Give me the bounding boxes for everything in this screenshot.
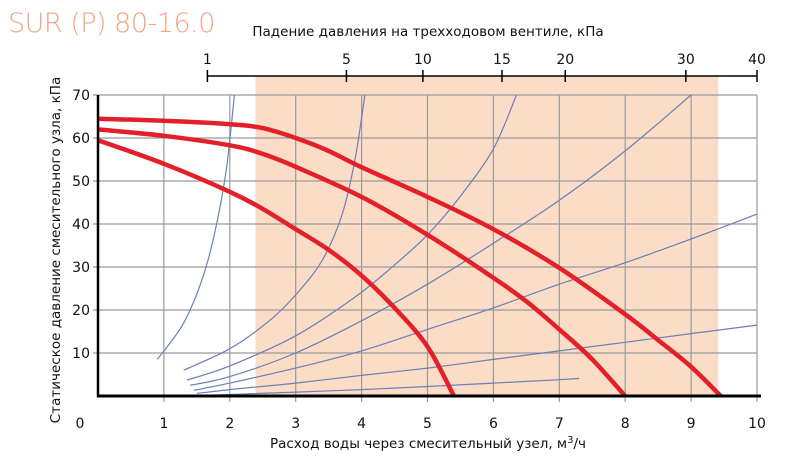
y-tick-label: 50	[72, 174, 90, 190]
pump-curve-high	[97, 116, 723, 398]
x-tick-label: 8	[621, 416, 630, 432]
x-tick-label: 10	[748, 416, 766, 432]
y-tick-label: 30	[72, 260, 90, 276]
top-axis-tick-label: 5	[342, 52, 351, 68]
x-tick-label: 0	[76, 416, 85, 432]
y-tick-label: 60	[72, 131, 90, 147]
top-axis-tick-label: 30	[677, 52, 695, 68]
grid-lines	[93, 94, 758, 402]
valve-resistance-curves	[156, 94, 758, 396]
y-tick-label: 10	[72, 346, 90, 362]
valve-curve-7	[213, 377, 580, 396]
y-tick-label: 20	[72, 303, 90, 319]
valve-curve-5	[193, 213, 758, 391]
top-pressure-drop-axis: 1 5 10 15 20 30 40	[203, 52, 766, 82]
x-tick-label: 1	[159, 416, 168, 432]
shaded-region	[255, 76, 719, 396]
top-axis-tick-label: 10	[414, 52, 432, 68]
valve-curve-2	[183, 94, 366, 371]
valve-curve-1	[156, 94, 235, 360]
pump-curves	[97, 116, 723, 398]
shaded-working-range	[255, 76, 719, 396]
top-axis-tick-label: 15	[493, 52, 511, 68]
y-tick-label: 70	[72, 88, 90, 104]
x-axis-title: Расход воды через смесительный узел, м3/…	[270, 435, 586, 452]
x-tick-label: 3	[291, 416, 300, 432]
y-axis-title: Статическое давление смесительного узла,…	[48, 77, 64, 423]
y-tick-label: 40	[72, 217, 90, 233]
x-tick-label: 7	[555, 416, 564, 432]
valve-curve-3	[186, 94, 518, 381]
top-axis-title: Падение давления на трехходовом вентиле,…	[252, 24, 603, 40]
x-tick-label: 6	[489, 416, 498, 432]
pump-curve-mid	[97, 127, 627, 398]
axes	[96, 95, 761, 398]
x-tick-label: 2	[225, 416, 234, 432]
top-axis-tick-label: 1	[203, 52, 212, 68]
top-axis-tick-label: 20	[556, 52, 574, 68]
tick-labels: 0 1 2 3 4 5 6 7 8 9 10 10 20 30 40 50 60 70	[72, 88, 766, 432]
x-tick-label: 5	[423, 416, 432, 432]
pump-curve-low	[97, 138, 456, 398]
valve-curve-4	[190, 94, 692, 386]
valve-curve-6	[196, 324, 758, 394]
top-axis-tick-label: 40	[748, 52, 766, 68]
x-tick-label: 4	[357, 416, 366, 432]
chart-title: SUR (P) 80-16.0	[8, 8, 215, 39]
x-tick-label: 9	[687, 416, 696, 432]
